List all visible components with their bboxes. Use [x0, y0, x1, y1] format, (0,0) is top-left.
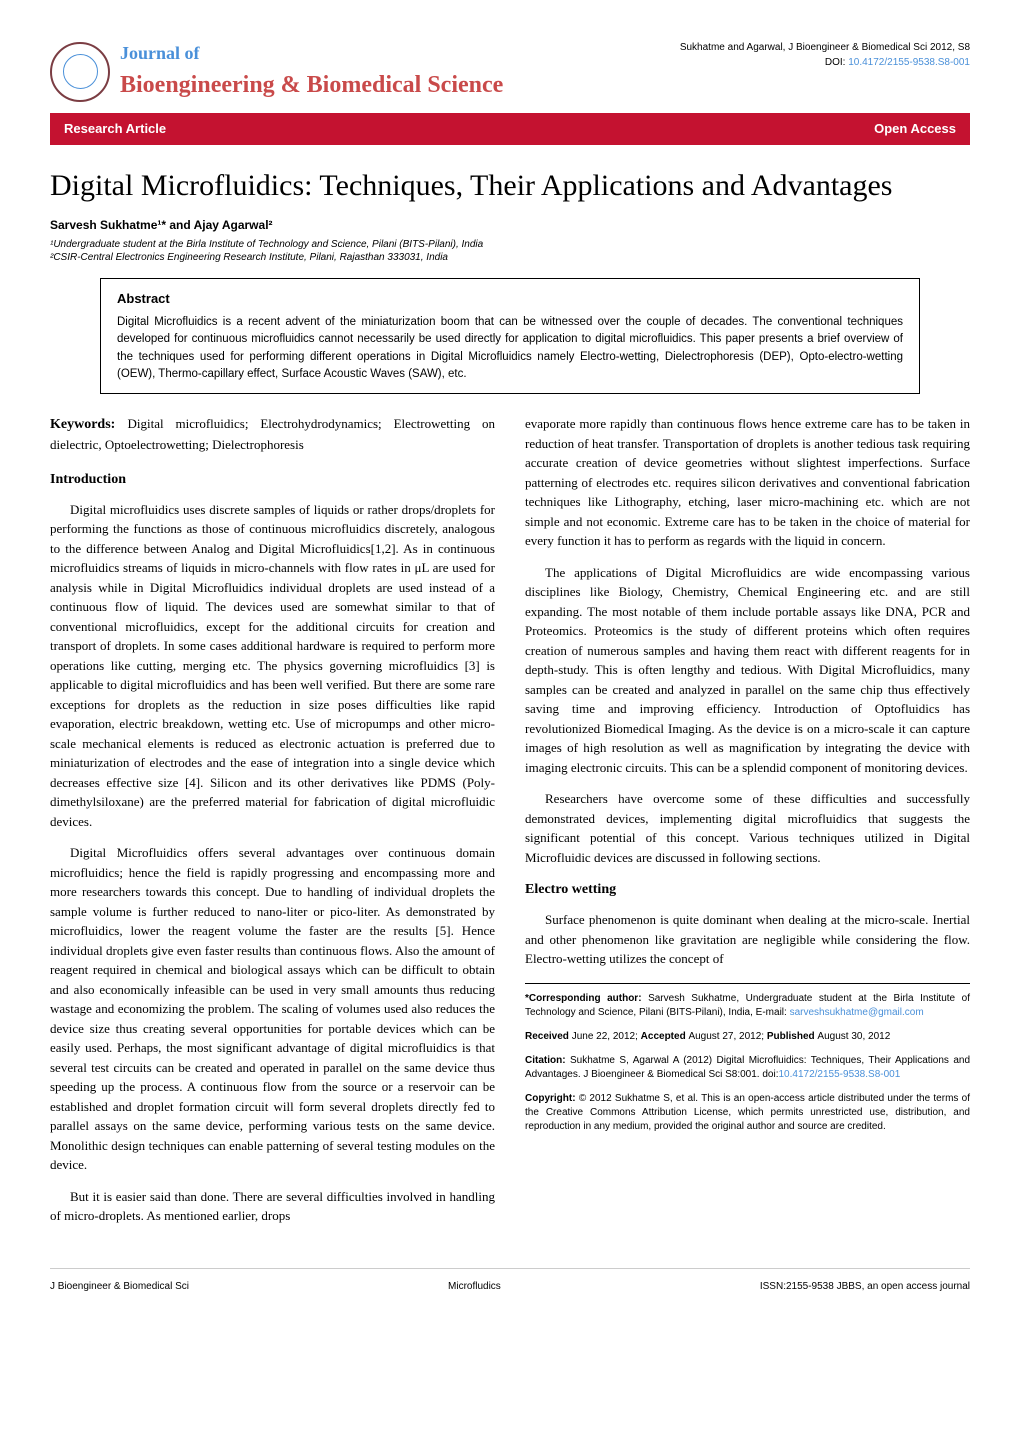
citation-doi[interactable]: 10.4172/2155-9538.S8-001	[779, 1069, 901, 1080]
corresponding-email[interactable]: sarveshsukhatme@gmail.com	[790, 1007, 924, 1018]
keywords-line: Keywords: Digital microfluidics; Electro…	[50, 414, 495, 455]
published-label: Published	[767, 1031, 818, 1042]
intro-paragraph-1: Digital microfluidics uses discrete samp…	[50, 500, 495, 832]
doi-line: DOI: 10.4172/2155-9538.S8-001	[680, 55, 970, 70]
received-date: June 22, 2012;	[572, 1031, 641, 1042]
col2-paragraph-3: Researchers have overcome some of these …	[525, 789, 970, 867]
dates-block: Received June 22, 2012; Accepted August …	[525, 1030, 970, 1044]
doi-link[interactable]: 10.4172/2155-9538.S8-001	[848, 57, 970, 68]
footer-left: J Bioengineer & Biomedical Sci	[50, 1279, 189, 1294]
citation-block: Citation: Sukhatme S, Agarwal A (2012) D…	[525, 1054, 970, 1082]
corresponding-author-block: *Corresponding author: Sarvesh Sukhatme,…	[525, 992, 970, 1020]
doi-label: DOI:	[825, 57, 848, 68]
article-type-ribbon: Research Article Open Access	[50, 113, 970, 145]
published-date: August 30, 2012	[817, 1031, 890, 1042]
abstract-heading: Abstract	[117, 289, 903, 309]
intro-paragraph-2: Digital Microfluidics offers several adv…	[50, 843, 495, 1175]
affiliation-1: ¹Undergraduate student at the Birla Inst…	[50, 238, 970, 251]
citation-label: Citation:	[525, 1055, 570, 1066]
citation-line: Sukhatme and Agarwal, J Bioengineer & Bi…	[680, 40, 970, 55]
header-right: Sukhatme and Agarwal, J Bioengineer & Bi…	[680, 40, 970, 70]
header-left: Journal of Bioengineering & Biomedical S…	[50, 40, 503, 103]
abstract-box: Abstract Digital Microfluidics is a rece…	[100, 278, 920, 395]
received-label: Received	[525, 1031, 572, 1042]
article-type-label: Research Article	[64, 119, 166, 139]
journal-logo-icon	[50, 42, 110, 102]
journal-title-block: Journal of Bioengineering & Biomedical S…	[120, 40, 503, 103]
authors-line: Sarvesh Sukhatme¹* and Ajay Agarwal²	[50, 216, 970, 234]
body-columns: Keywords: Digital microfluidics; Electro…	[50, 414, 970, 1238]
corresponding-label: *Corresponding author:	[525, 993, 648, 1004]
introduction-heading: Introduction	[50, 469, 495, 490]
journal-of-label: Journal of	[120, 40, 503, 67]
copyright-label: Copyright:	[525, 1093, 579, 1104]
col2-paragraph-1: evaporate more rapidly than continuous f…	[525, 414, 970, 551]
page-header: Journal of Bioengineering & Biomedical S…	[50, 40, 970, 103]
article-title: Digital Microfluidics: Techniques, Their…	[50, 163, 970, 208]
footer-center: Microfludics	[448, 1279, 501, 1294]
citation-text: Sukhatme S, Agarwal A (2012) Digital Mic…	[525, 1055, 970, 1080]
abstract-text: Digital Microfluidics is a recent advent…	[117, 314, 903, 383]
affiliation-2: ²CSIR-Central Electronics Engineering Re…	[50, 251, 970, 264]
keywords-label: Keywords:	[50, 417, 128, 432]
info-separator	[525, 983, 970, 984]
copyright-block: Copyright: © 2012 Sukhatme S, et al. Thi…	[525, 1092, 970, 1134]
open-access-label: Open Access	[874, 119, 956, 139]
accepted-label: Accepted	[641, 1031, 689, 1042]
footer-right: ISSN:2155-9538 JBBS, an open access jour…	[760, 1279, 970, 1294]
copyright-text: © 2012 Sukhatme S, et al. This is an ope…	[525, 1093, 970, 1132]
affiliations-block: ¹Undergraduate student at the Birla Inst…	[50, 238, 970, 264]
column-left: Keywords: Digital microfluidics; Electro…	[50, 414, 495, 1238]
page-footer: J Bioengineer & Biomedical Sci Microflud…	[50, 1268, 970, 1294]
journal-name: Bioengineering & Biomedical Science	[120, 67, 503, 103]
electro-paragraph-1: Surface phenomenon is quite dominant whe…	[525, 910, 970, 969]
intro-paragraph-3: But it is easier said than done. There a…	[50, 1187, 495, 1226]
electro-wetting-heading: Electro wetting	[525, 879, 970, 900]
accepted-date: August 27, 2012;	[688, 1031, 766, 1042]
col2-paragraph-2: The applications of Digital Microfluidic…	[525, 563, 970, 778]
column-right: evaporate more rapidly than continuous f…	[525, 414, 970, 1238]
